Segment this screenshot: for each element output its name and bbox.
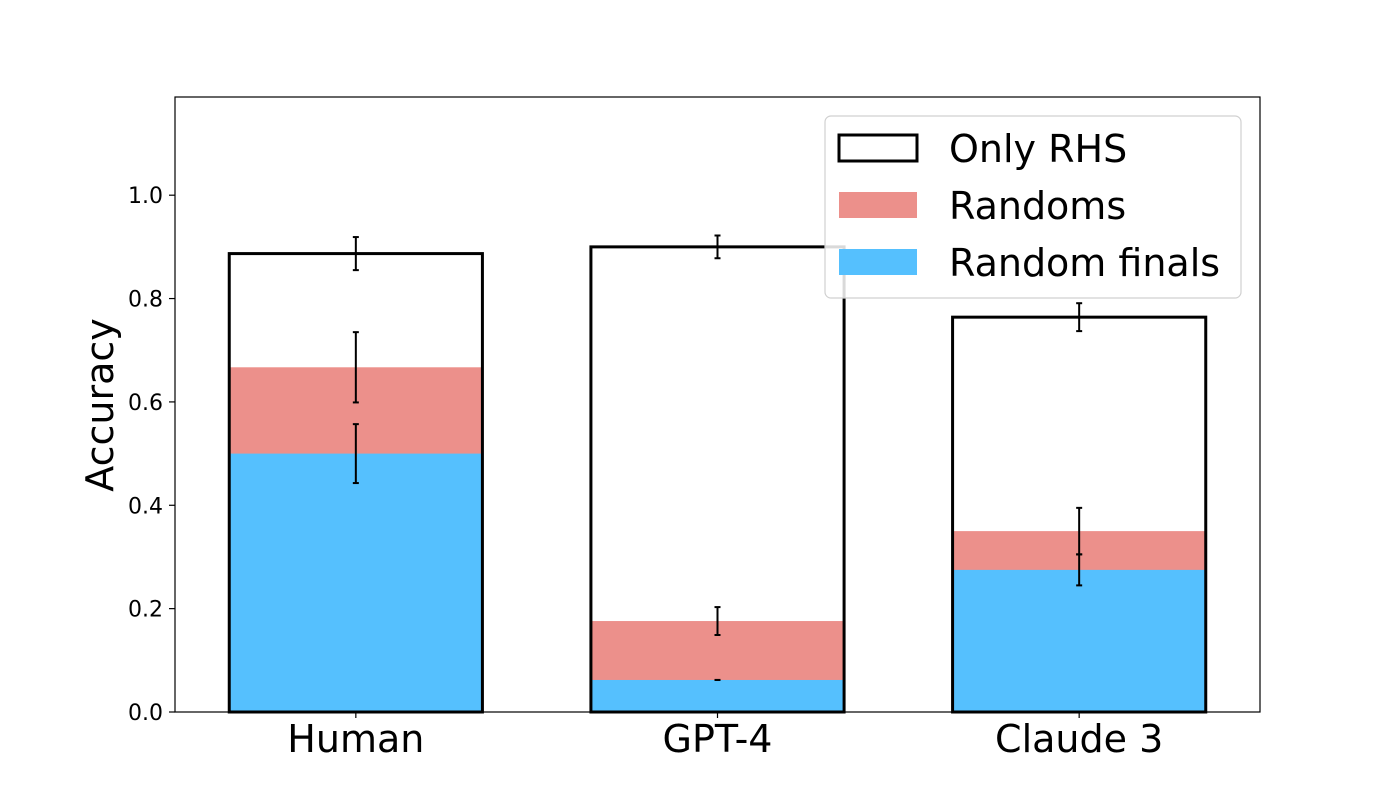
error-bar-only-rhs-claude-3 [1076, 302, 1083, 333]
legend-swatch [839, 249, 917, 275]
bars-layer [227, 245, 1208, 714]
legend: Only RHS Randoms Random finals [824, 115, 1242, 299]
legend-item-randoms: Randoms [839, 184, 1126, 228]
error-bar-randoms-gpt-4 [714, 606, 721, 636]
error-bar-random-finals-human [352, 423, 359, 485]
x-tick-label-human: Human [287, 717, 424, 761]
y-tick-label: 1.0 [128, 184, 163, 209]
error-bar-randoms-human [352, 331, 359, 404]
y-axis: 0.0 0.2 0.4 0.6 0.8 1.0 [128, 184, 175, 726]
y-tick-label: 0.6 [128, 391, 163, 416]
error-bar-random-finals-claude-3 [1076, 553, 1083, 587]
legend-box [824, 115, 1242, 299]
error-bars-layer [352, 234, 1083, 681]
x-tick-label-claude-3: Claude 3 [995, 717, 1163, 761]
error-bar-only-rhs-gpt-4 [714, 234, 721, 260]
legend-swatch [839, 192, 917, 218]
x-axis: Human GPT-4 Claude 3 [287, 712, 1163, 761]
legend-label: Random finals [949, 241, 1220, 285]
legend-item-only-rhs: Only RHS [837, 127, 1127, 171]
y-axis-title: Accuracy [78, 318, 122, 492]
error-bar-only-rhs-human [352, 236, 359, 272]
y-tick-label: 0.8 [128, 288, 163, 313]
bar-random-finals-human [229, 453, 483, 712]
legend-label: Only RHS [949, 127, 1127, 171]
bar-random-finals-claude-3 [952, 569, 1206, 712]
legend-item-random-finals: Random finals [839, 241, 1220, 285]
y-tick-label: 0.2 [128, 598, 163, 623]
bar-random-finals-gpt-4 [590, 679, 845, 712]
legend-swatch [837, 133, 919, 163]
y-tick-label: 0.0 [128, 701, 163, 726]
x-tick-label-gpt-4: GPT-4 [663, 717, 773, 761]
y-tick-label: 0.4 [128, 494, 163, 519]
legend-label: Randoms [949, 184, 1126, 228]
